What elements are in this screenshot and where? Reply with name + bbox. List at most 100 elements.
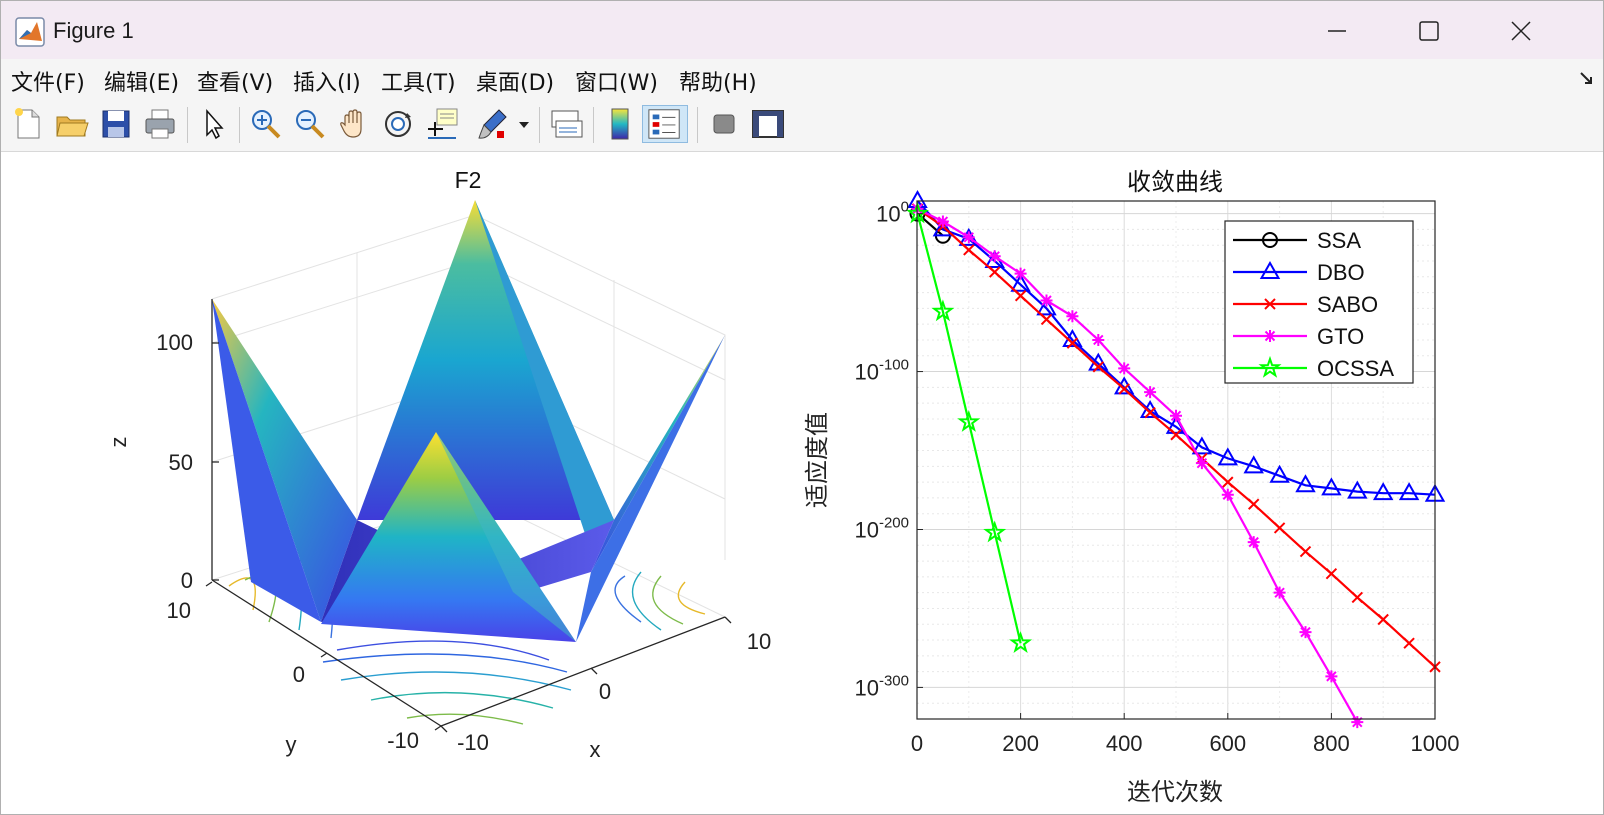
data-point xyxy=(1170,429,1182,441)
y-tick-label: 0 xyxy=(293,662,305,687)
zoom-out-icon[interactable] xyxy=(291,105,329,143)
data-point xyxy=(1295,474,1316,493)
link-plot-icon[interactable] xyxy=(547,105,585,143)
toolbar-separator xyxy=(593,107,594,143)
toolbar-separator xyxy=(539,107,540,143)
data-point xyxy=(963,244,975,256)
data-tips-icon[interactable] xyxy=(423,105,461,143)
rotate-3d-icon[interactable] xyxy=(379,105,417,143)
new-file-icon[interactable] xyxy=(9,105,47,143)
legend-label: DBO xyxy=(1317,260,1365,285)
chart-title: 收敛曲线 xyxy=(1127,168,1223,196)
legend-icon[interactable] xyxy=(642,105,688,143)
data-point xyxy=(1066,310,1079,323)
legend-entry[interactable]: SABO xyxy=(1233,292,1378,317)
data-point xyxy=(962,231,975,244)
menu-desktop[interactable]: 桌面(D) xyxy=(476,71,555,96)
colorbar-icon[interactable] xyxy=(601,105,639,143)
y-tick-label: 10-300 xyxy=(854,672,909,700)
menu-view[interactable]: 查看(V) xyxy=(197,71,274,96)
dock-arrow-icon[interactable] xyxy=(1579,71,1595,87)
data-point xyxy=(1221,488,1234,501)
data-point xyxy=(1118,383,1130,395)
series-line xyxy=(916,200,1436,496)
data-point xyxy=(1066,337,1079,349)
data-point xyxy=(1351,591,1364,604)
close-button[interactable] xyxy=(1491,9,1551,53)
x-tick-label: 800 xyxy=(1313,731,1350,756)
data-point xyxy=(1014,267,1027,280)
data-point xyxy=(932,218,954,237)
data-point xyxy=(1014,290,1027,302)
x-tick-label: 0 xyxy=(911,731,923,756)
data-point xyxy=(1040,313,1053,326)
minimize-button[interactable] xyxy=(1307,9,1367,53)
toolbar-separator xyxy=(239,107,240,143)
close-icon xyxy=(1511,21,1531,41)
menu-help[interactable]: 帮助(H) xyxy=(679,71,757,96)
legend-entry[interactable]: GTO xyxy=(1233,324,1364,349)
legend-entry[interactable]: OCSSA xyxy=(1233,355,1394,381)
minimize-icon xyxy=(1328,30,1346,32)
data-point xyxy=(1372,482,1394,501)
select-pointer-icon[interactable] xyxy=(195,105,233,143)
x-tick-label: 200 xyxy=(1002,731,1039,756)
menu-window[interactable]: 窗口(W) xyxy=(575,71,658,96)
x-tick-label: 400 xyxy=(1106,731,1143,756)
data-point xyxy=(1009,631,1033,653)
convergence-chart: 0 200 400 600 800 1000 100 10-100 10-200 10-300 收… xyxy=(803,168,1459,806)
menu-tools[interactable]: 工具(T) xyxy=(381,71,456,96)
f2-surface xyxy=(212,200,725,642)
legend-entry[interactable]: SSA xyxy=(1233,228,1361,253)
y-tick-label: 100 xyxy=(876,199,909,227)
y-axis-label: y xyxy=(286,732,297,757)
hide-plot-tools-icon[interactable] xyxy=(705,105,743,143)
chart-series xyxy=(906,189,1446,729)
maximize-button[interactable] xyxy=(1399,9,1459,53)
data-point xyxy=(1243,455,1264,474)
x-tick-label: -10 xyxy=(457,730,489,755)
figure-toolbar xyxy=(1,99,1603,152)
data-point xyxy=(1299,626,1312,639)
legend-marker xyxy=(1258,355,1282,378)
data-point xyxy=(1403,637,1415,649)
legend-label: SSA xyxy=(1317,228,1361,253)
y-tick-label: 10-100 xyxy=(854,357,909,385)
pan-hand-icon[interactable] xyxy=(335,105,373,143)
menu-insert[interactable]: 插入(I) xyxy=(293,71,361,96)
brush-icon[interactable] xyxy=(473,105,511,143)
save-icon[interactable] xyxy=(97,105,135,143)
legend-entries: SSA DBO SABO GTO OCSSA xyxy=(1233,228,1394,381)
chart-legend[interactable]: SSA DBO SABO GTO OCSSA xyxy=(1224,220,1414,384)
data-point xyxy=(957,410,981,432)
data-point xyxy=(1269,464,1290,483)
print-icon[interactable] xyxy=(141,105,179,143)
legend-label: GTO xyxy=(1317,324,1364,349)
y-tick-label: 10 xyxy=(167,598,191,623)
x-tick-label: 600 xyxy=(1209,731,1246,756)
menu-bar: 文件(F) 编辑(E) 查看(V) 插入(I) 工具(T) 桌面(D) 窗口(W… xyxy=(1,59,1603,99)
title-bar: Figure 1 xyxy=(1,1,1603,59)
window-title: Figure 1 xyxy=(53,18,134,43)
menu-edit[interactable]: 编辑(E) xyxy=(104,71,180,96)
data-point xyxy=(983,520,1007,543)
series-line xyxy=(916,213,1022,644)
data-point xyxy=(1273,522,1286,534)
data-point xyxy=(1040,294,1053,307)
toolbar-separator xyxy=(697,107,698,143)
x-tick-label: 0 xyxy=(599,679,611,704)
legend-marker xyxy=(1264,330,1276,342)
data-point xyxy=(1325,567,1338,580)
data-point xyxy=(1144,386,1157,399)
zoom-in-icon[interactable] xyxy=(247,105,285,143)
data-point xyxy=(1170,409,1182,422)
data-point xyxy=(1217,447,1239,466)
brush-dropdown-icon[interactable] xyxy=(516,105,532,143)
legend-marker xyxy=(1259,260,1281,279)
menu-file[interactable]: 文件(F) xyxy=(11,71,85,96)
show-plot-tools-icon[interactable] xyxy=(749,105,787,143)
legend-entry[interactable]: DBO xyxy=(1233,260,1365,285)
data-point xyxy=(1299,545,1312,558)
data-point xyxy=(1036,297,1057,316)
open-folder-icon[interactable] xyxy=(53,105,91,143)
